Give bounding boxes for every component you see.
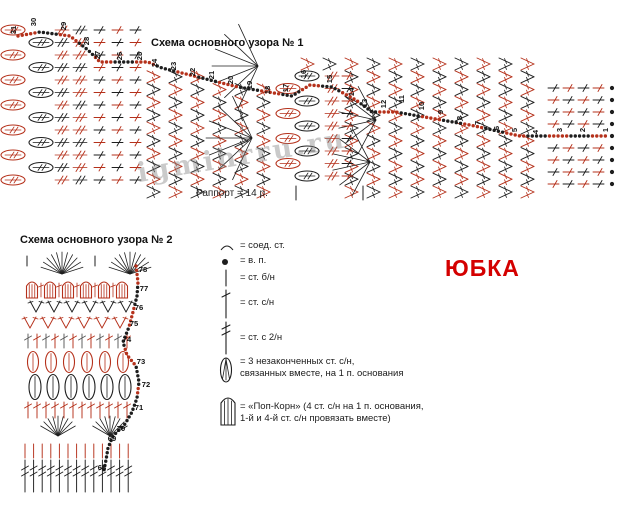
row-number: 10 (417, 102, 426, 110)
row-number: 1 (601, 127, 610, 132)
row-number: 28 (82, 37, 91, 45)
treble-crochet-icon (221, 321, 231, 355)
legend-label: = «Поп-Корн» (4 ст. с/н на 1 п. основани… (240, 401, 424, 424)
slip-stitch-icon (220, 245, 234, 251)
row-number: 74 (123, 335, 132, 344)
row-number: 19 (245, 81, 254, 89)
legend-label: = ст. б/н (240, 272, 275, 283)
legend-label: = соед. ст. (240, 240, 285, 251)
legend-item: = ст. б/н (218, 268, 275, 304)
row-number: 71 (135, 403, 144, 412)
single-crochet-icon (225, 269, 227, 287)
row-number: 21 (207, 70, 216, 79)
chart1-title: Схема основного узора № 1 (151, 37, 304, 49)
skirt-title: ЮБКА (445, 255, 520, 281)
row-number: 24 (150, 58, 159, 67)
row-number: 5 (510, 127, 519, 132)
row-number: 9 (436, 110, 445, 114)
row-number: 15 (325, 74, 334, 83)
row-number: 23 (169, 62, 178, 70)
legend-label: = ст. с/н (240, 297, 275, 308)
row-number: 8 (455, 116, 464, 120)
row-number: 3 (555, 128, 564, 132)
row-number: 13 (360, 99, 369, 107)
row-number: 2 (578, 128, 587, 132)
chain-stitch-icon (222, 259, 228, 265)
row-number: 31 (9, 25, 18, 34)
legend-item: = ст. с 2/н (218, 320, 282, 356)
row-number: 26 (115, 52, 124, 60)
row-number: 73 (137, 357, 145, 366)
row-number: 17 (281, 84, 290, 92)
row-number: 16 (299, 70, 308, 78)
row-number: 18 (263, 86, 272, 94)
chart2-title: Схема основного узора № 2 (20, 234, 173, 246)
legend-label: = ст. с 2/н (240, 332, 283, 343)
legend-item: = соед. ст. (218, 240, 285, 276)
row-number: 14 (347, 87, 356, 96)
row-number: 12 (379, 100, 388, 108)
rapport-label: Раппорт = 14 р. (196, 188, 268, 199)
cluster-icon (219, 357, 233, 383)
row-number: 6 (492, 126, 501, 130)
row-number: 25 (135, 51, 144, 60)
row-number: 78 (139, 265, 147, 274)
row-number: 75 (130, 319, 139, 328)
legend-label: = 3 незаконченных ст. с/н, связанных вме… (240, 356, 404, 379)
row-number: 7 (473, 121, 482, 125)
row-number: 68 (98, 463, 106, 472)
row-number: 27 (93, 51, 102, 59)
legend-label: = в. п. (240, 255, 267, 266)
row-number: 30 (29, 18, 38, 26)
legend-item: = «Поп-Корн» (4 ст. с/н на 1 п. основани… (218, 393, 424, 429)
row-number: 20 (226, 76, 235, 84)
legend-item: = 3 незаконченных ст. с/н, связанных вме… (218, 354, 404, 390)
row-number: 72 (142, 380, 150, 389)
row-number: 69 (108, 434, 116, 443)
legend-item: = в. п. (218, 255, 266, 291)
row-number: 29 (59, 22, 68, 30)
row-number: 22 (188, 68, 197, 76)
legend-item: = ст. с/н (218, 288, 274, 324)
row-number: 70 (117, 424, 125, 433)
row-number: 11 (397, 94, 406, 103)
row-number: 4 (531, 129, 540, 134)
row-number: 76 (135, 303, 143, 312)
row-number: 77 (140, 284, 148, 293)
double-crochet-icon (221, 289, 231, 319)
popcorn-icon (220, 397, 236, 426)
